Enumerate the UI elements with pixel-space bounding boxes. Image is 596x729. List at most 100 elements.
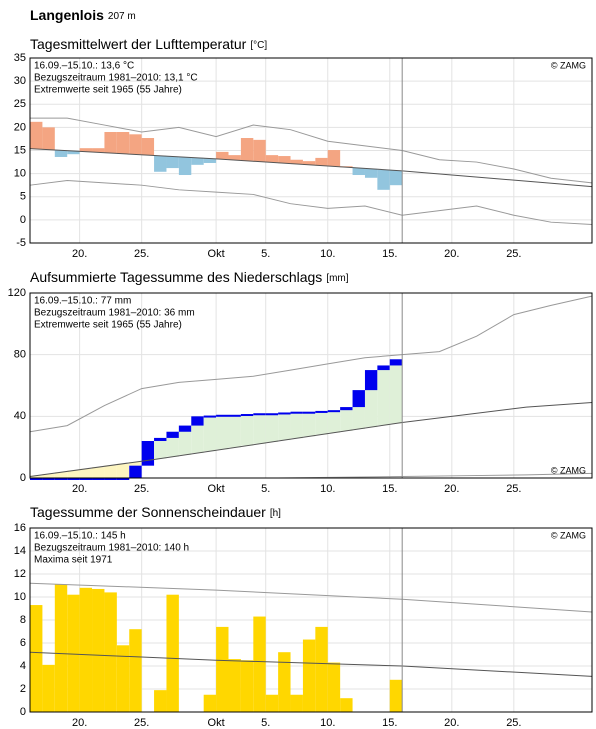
sunshine-bar	[154, 690, 167, 712]
credit: © ZAMG	[551, 530, 586, 540]
sunshine-bar	[389, 679, 403, 712]
x-tick-label: 15.	[382, 248, 397, 260]
x-tick-label: 5.	[261, 483, 270, 495]
sunshine-bar	[278, 652, 291, 712]
anomaly-fill	[79, 468, 93, 478]
x-tick-label: 25.	[134, 248, 149, 260]
precipitation-step	[315, 410, 328, 413]
sunshine-bar	[327, 662, 341, 712]
temperature-bar	[302, 161, 316, 165]
x-tick-label: 20.	[72, 717, 87, 729]
sunshine-bar	[216, 626, 229, 712]
anomaly-fill	[278, 412, 291, 441]
precipitation-step	[253, 413, 266, 416]
y-tick-label: 80	[14, 349, 26, 361]
temperature-bar	[216, 151, 229, 160]
note: Maxima seit 1971	[34, 555, 113, 566]
temperature-bar	[290, 159, 303, 165]
anomaly-fill	[203, 415, 217, 452]
plot-border	[29, 292, 593, 479]
temperature-bar	[30, 121, 43, 149]
temperature-bar	[240, 138, 254, 161]
x-tick-label: 20.	[72, 248, 87, 260]
panel-unit: [°C]	[250, 40, 267, 51]
temperature-bar	[203, 158, 217, 163]
note: Bezugszeitraum 1981–2010: 140 h	[34, 543, 189, 554]
temperature-bar	[54, 150, 68, 157]
x-tick-label: Okt	[208, 248, 225, 260]
temperature-bar	[253, 139, 266, 162]
anomaly-fill	[67, 470, 80, 478]
precipitation-step	[191, 416, 204, 426]
anomaly-fill	[253, 413, 266, 444]
temperature-bar	[154, 155, 167, 172]
temperature-bar	[228, 155, 241, 161]
y-tick-label: 12	[14, 568, 26, 580]
precipitation-step	[228, 414, 241, 417]
sunshine-bar	[79, 587, 93, 712]
x-tick-label: 25.	[506, 483, 521, 495]
sunshine-bar	[166, 594, 179, 712]
sunshine-bar	[129, 629, 142, 712]
extreme-max-line	[29, 582, 593, 613]
precipitation-step	[364, 370, 378, 391]
precipitation-step	[389, 359, 403, 366]
note: Extremwerte seit 1965 (55 Jahre)	[34, 320, 182, 331]
x-tick-label: 20.	[444, 717, 459, 729]
precipitation-step	[166, 431, 179, 438]
anomaly-fill	[340, 407, 353, 431]
x-tick-label: 25.	[134, 483, 149, 495]
y-tick-label: 14	[14, 545, 26, 557]
y-tick-label: 6	[20, 637, 26, 649]
sunshine-bar	[228, 659, 241, 712]
temperature-bar	[364, 168, 378, 178]
x-tick-label: 20.	[444, 248, 459, 260]
precipitation-step	[302, 411, 316, 414]
y-tick-label: 2	[20, 683, 26, 695]
x-tick-label: 20.	[72, 483, 87, 495]
extreme-max-line	[29, 295, 593, 433]
anomaly-fill	[228, 414, 241, 448]
anomaly-fill	[129, 462, 142, 466]
anomaly-fill	[327, 410, 341, 433]
sunshine-bar	[54, 584, 68, 712]
anomaly-fill	[290, 411, 303, 439]
sunshine-bar	[340, 698, 353, 712]
anomaly-fill	[216, 414, 229, 450]
temperature-bar	[116, 132, 130, 154]
temperature-bar	[67, 151, 80, 155]
precipitation-step	[104, 478, 117, 480]
note: 16.09.–15.10.: 77 mm	[34, 296, 131, 307]
y-tick-label: 10	[14, 168, 26, 180]
anomaly-fill	[240, 414, 254, 446]
precipitation-step	[377, 365, 390, 371]
temperature-bar	[389, 170, 403, 186]
sunshine-bar	[265, 694, 279, 712]
sunshine-bar	[302, 639, 316, 712]
temperature-bar	[104, 132, 117, 154]
y-tick-label: 0	[20, 214, 26, 226]
temperature-bar	[166, 156, 179, 169]
plot-border	[29, 57, 593, 244]
panel-title: Aufsummierte Tagessumme des Niederschlag…	[30, 269, 349, 285]
temperature-bar	[42, 127, 55, 150]
temperature-bar	[265, 155, 279, 163]
anomaly-fill	[377, 365, 390, 426]
x-tick-label: 10.	[320, 717, 335, 729]
x-tick-label: 20.	[444, 483, 459, 495]
normal-line	[29, 401, 593, 477]
y-tick-label: 0	[20, 472, 26, 484]
temperature-bar	[92, 148, 105, 153]
y-tick-label: 120	[8, 287, 26, 299]
temperature-bar	[327, 150, 341, 167]
precipitation-step	[79, 478, 93, 480]
sunshine-bar	[30, 605, 43, 712]
note: 16.09.–15.10.: 13,6 °C	[34, 61, 134, 72]
y-tick-label: 20	[14, 121, 26, 133]
anomaly-fill	[166, 431, 179, 457]
y-tick-label: 8	[20, 614, 26, 626]
precipitation-step	[203, 415, 217, 418]
y-tick-label: 10	[14, 591, 26, 603]
temperature-bar	[352, 168, 365, 176]
